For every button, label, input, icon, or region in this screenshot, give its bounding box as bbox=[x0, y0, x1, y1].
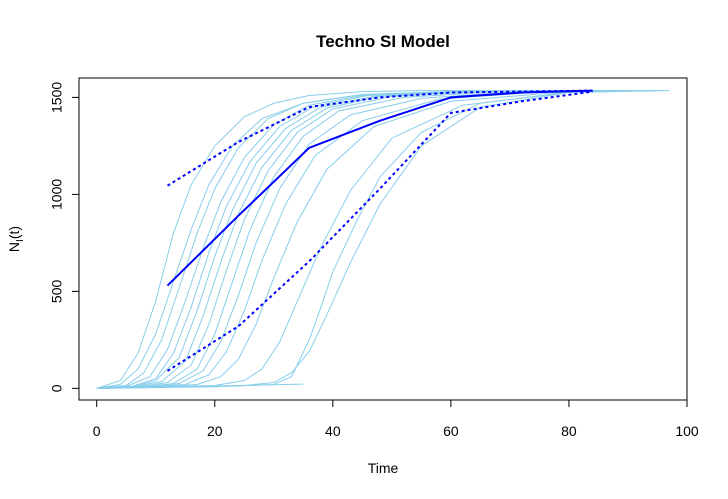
y-axis: 0 500 1000 1500 bbox=[49, 82, 80, 392]
x-tick-label: 0 bbox=[93, 423, 101, 439]
x-axis: 0 20 40 60 80 100 bbox=[93, 399, 699, 439]
x-tick-label: 40 bbox=[325, 423, 341, 439]
simulation-line bbox=[96, 383, 304, 389]
y-axis-label-main: N bbox=[6, 242, 22, 252]
plot-lines bbox=[96, 89, 670, 389]
simulation-line bbox=[96, 90, 558, 389]
simulation-line bbox=[96, 90, 629, 389]
y-axis-label: NI(t) bbox=[6, 226, 26, 252]
x-tick-label: 100 bbox=[675, 423, 699, 439]
plot-frame bbox=[78, 77, 688, 401]
y-axis-label-subscript: I bbox=[15, 239, 26, 242]
simulation-line bbox=[96, 90, 599, 389]
simulation-line bbox=[96, 90, 540, 389]
x-tick-label: 60 bbox=[443, 423, 459, 439]
chart-title: Techno SI Model bbox=[316, 32, 450, 51]
simulation-line bbox=[96, 90, 640, 389]
y-tick-label: 1500 bbox=[49, 82, 65, 113]
simulation-line bbox=[96, 90, 670, 389]
simulation-line bbox=[96, 90, 569, 389]
simulation-line bbox=[96, 90, 658, 389]
y-tick-label: 1000 bbox=[49, 179, 65, 210]
y-tick-label: 0 bbox=[49, 384, 65, 392]
x-tick-label: 20 bbox=[207, 423, 223, 439]
upper-quantile-line bbox=[166, 89, 593, 187]
simulation-line bbox=[96, 90, 658, 389]
simulation-line bbox=[96, 90, 629, 389]
simulation-line bbox=[96, 90, 581, 389]
x-tick-label: 80 bbox=[561, 423, 577, 439]
simulation-line bbox=[96, 90, 558, 389]
x-axis-label: Time bbox=[368, 460, 399, 476]
simulation-line bbox=[96, 90, 664, 389]
y-tick-label: 500 bbox=[49, 280, 65, 304]
simulation-line bbox=[96, 90, 617, 389]
simulation-line bbox=[96, 90, 569, 389]
lower-quantile-line bbox=[166, 90, 593, 372]
y-axis-label-tail: (t) bbox=[6, 226, 22, 239]
mean-line bbox=[166, 89, 593, 287]
